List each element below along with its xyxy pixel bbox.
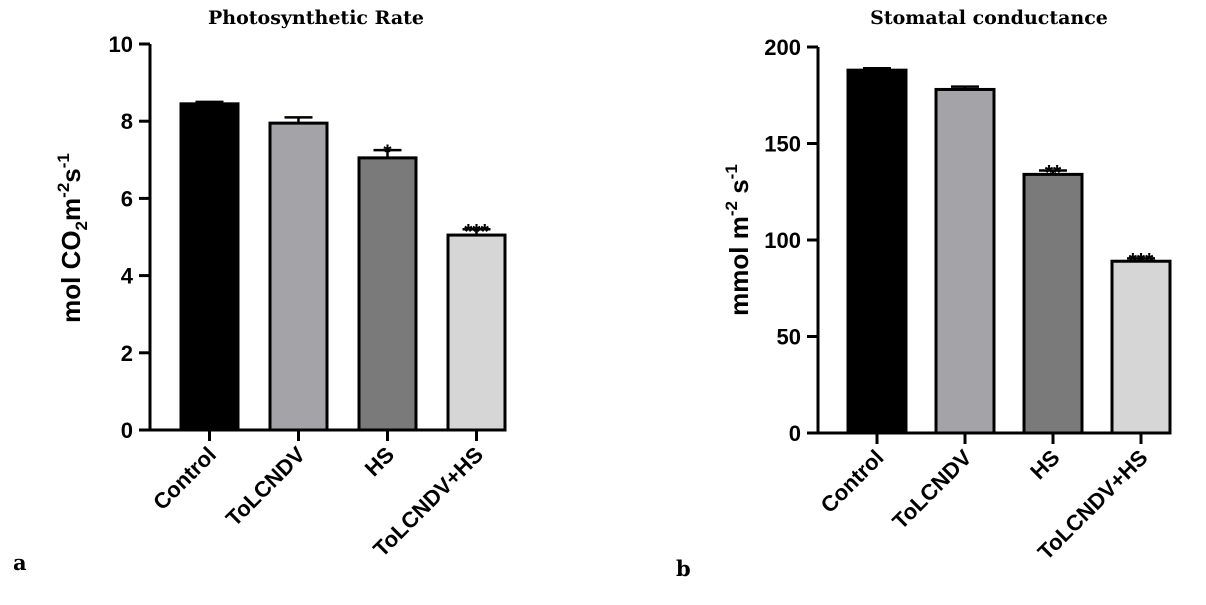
plot-area: 050100150200ControlToLCNDV**HS***ToLCNDV… — [764, 35, 1172, 565]
panel-label: a — [13, 550, 27, 575]
significance-label: ** — [1045, 162, 1062, 185]
y-tick-label: 150 — [764, 132, 801, 157]
chart-title: Stomatal conductance — [870, 7, 1108, 29]
bar — [846, 68, 908, 435]
y-tick-label: 4 — [121, 264, 134, 289]
chart-title: Photosynthetic Rate — [208, 7, 424, 29]
y-axis-label: mol CO2m-2s-1 — [54, 153, 91, 323]
bar — [179, 102, 240, 432]
bar — [357, 156, 418, 432]
significance-label: *** — [1129, 249, 1154, 272]
x-tick-label: Control — [816, 445, 889, 518]
y-tick-label: 0 — [121, 418, 133, 443]
bar — [1110, 259, 1172, 435]
y-tick-label: 6 — [121, 186, 133, 211]
x-tick-label: HS — [360, 442, 399, 481]
y-tick-label: 0 — [789, 421, 801, 446]
y-tick-label: 200 — [764, 35, 801, 60]
x-tick-label: ToLCNDV — [887, 445, 976, 534]
y-tick-label: 10 — [109, 32, 133, 57]
bar — [446, 233, 507, 432]
panel-label: b — [676, 556, 691, 581]
bar — [934, 87, 996, 435]
y-tick-label: 100 — [764, 228, 801, 253]
bar — [1022, 172, 1084, 435]
chart-stomatal-conductance: Stomatal conductance mmol m-2 s-1 0 50 100… — [676, 7, 1172, 581]
x-tick-label: ToLCNDV — [221, 442, 310, 531]
x-tick-label: Control — [148, 442, 221, 515]
significance-label: * — [383, 141, 392, 164]
y-tick-label: 8 — [121, 109, 133, 134]
bar — [268, 121, 329, 432]
x-tick-label: HS — [1025, 445, 1064, 484]
y-axis-label: mmol m-2 s-1 — [722, 164, 754, 316]
y-tick-label: 2 — [121, 341, 133, 366]
significance-label: *** — [464, 220, 489, 243]
y-tick-label: 50 — [777, 325, 801, 350]
chart-photosynthetic-rate: Photosynthetic Rate mol CO2m-2s-1 0 2 4 6 8 1… — [13, 7, 507, 575]
